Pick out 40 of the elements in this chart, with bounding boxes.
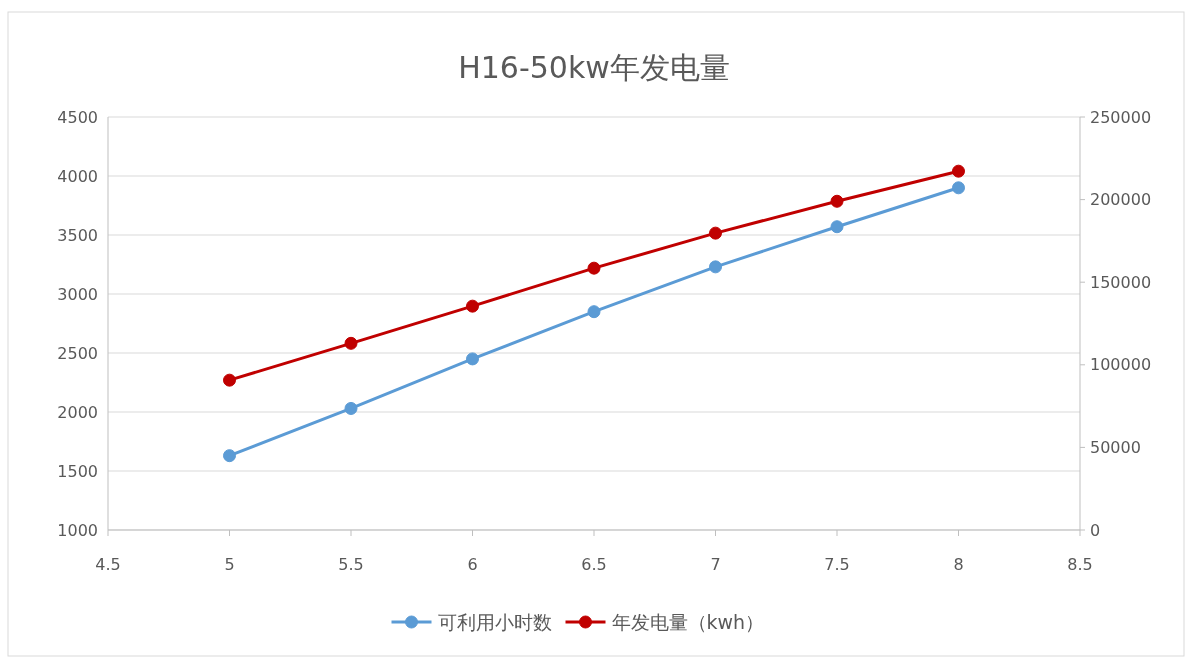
chart-title: H16-50kw年发电量 (458, 50, 730, 85)
point (952, 181, 965, 195)
point (344, 401, 358, 415)
point (709, 226, 722, 240)
y2-tick-label: 50000 (1090, 437, 1141, 457)
y-tick-label: 2500 (57, 343, 98, 363)
point (466, 352, 479, 366)
y-tick-label: 3000 (57, 284, 98, 304)
point (587, 261, 601, 275)
x-tick-label: 4.5 (95, 555, 121, 574)
legend-label: 年发电量（kwh） (611, 611, 765, 633)
x-tick-label: 5.5 (338, 555, 364, 574)
point (466, 299, 479, 313)
x-tick-label: 5 (224, 555, 235, 574)
y-tick-label: 4000 (57, 166, 98, 186)
legend-label: 可利用小时数 (437, 611, 552, 633)
y2-tick-label: 100000 (1090, 355, 1152, 375)
x-tick-label: 7 (710, 555, 721, 574)
x-tick-label: 8.5 (1067, 555, 1093, 574)
x-tick-label: 6.5 (581, 555, 607, 574)
x-tick-label: 7.5 (824, 555, 850, 574)
y-tick-label: 3500 (57, 225, 98, 245)
point (587, 305, 601, 319)
y-tick-label: 1500 (57, 461, 98, 481)
y-tick-label: 2000 (57, 402, 98, 422)
point (344, 336, 358, 350)
y-tick-label: 4500 (57, 107, 98, 127)
point (830, 194, 844, 208)
point (830, 220, 844, 234)
y2-tick-label: 150000 (1090, 272, 1152, 292)
y2-tick-label: 250000 (1090, 107, 1152, 127)
point (223, 373, 236, 387)
point (952, 164, 965, 178)
x-tick-label: 8 (953, 555, 964, 574)
y-tick-label: 1000 (57, 520, 98, 540)
point (709, 260, 722, 274)
y2-tick-label: 200000 (1090, 190, 1152, 210)
x-tick-label: 6 (467, 555, 478, 574)
y2-tick-label: 0 (1090, 520, 1101, 540)
point (223, 449, 236, 463)
